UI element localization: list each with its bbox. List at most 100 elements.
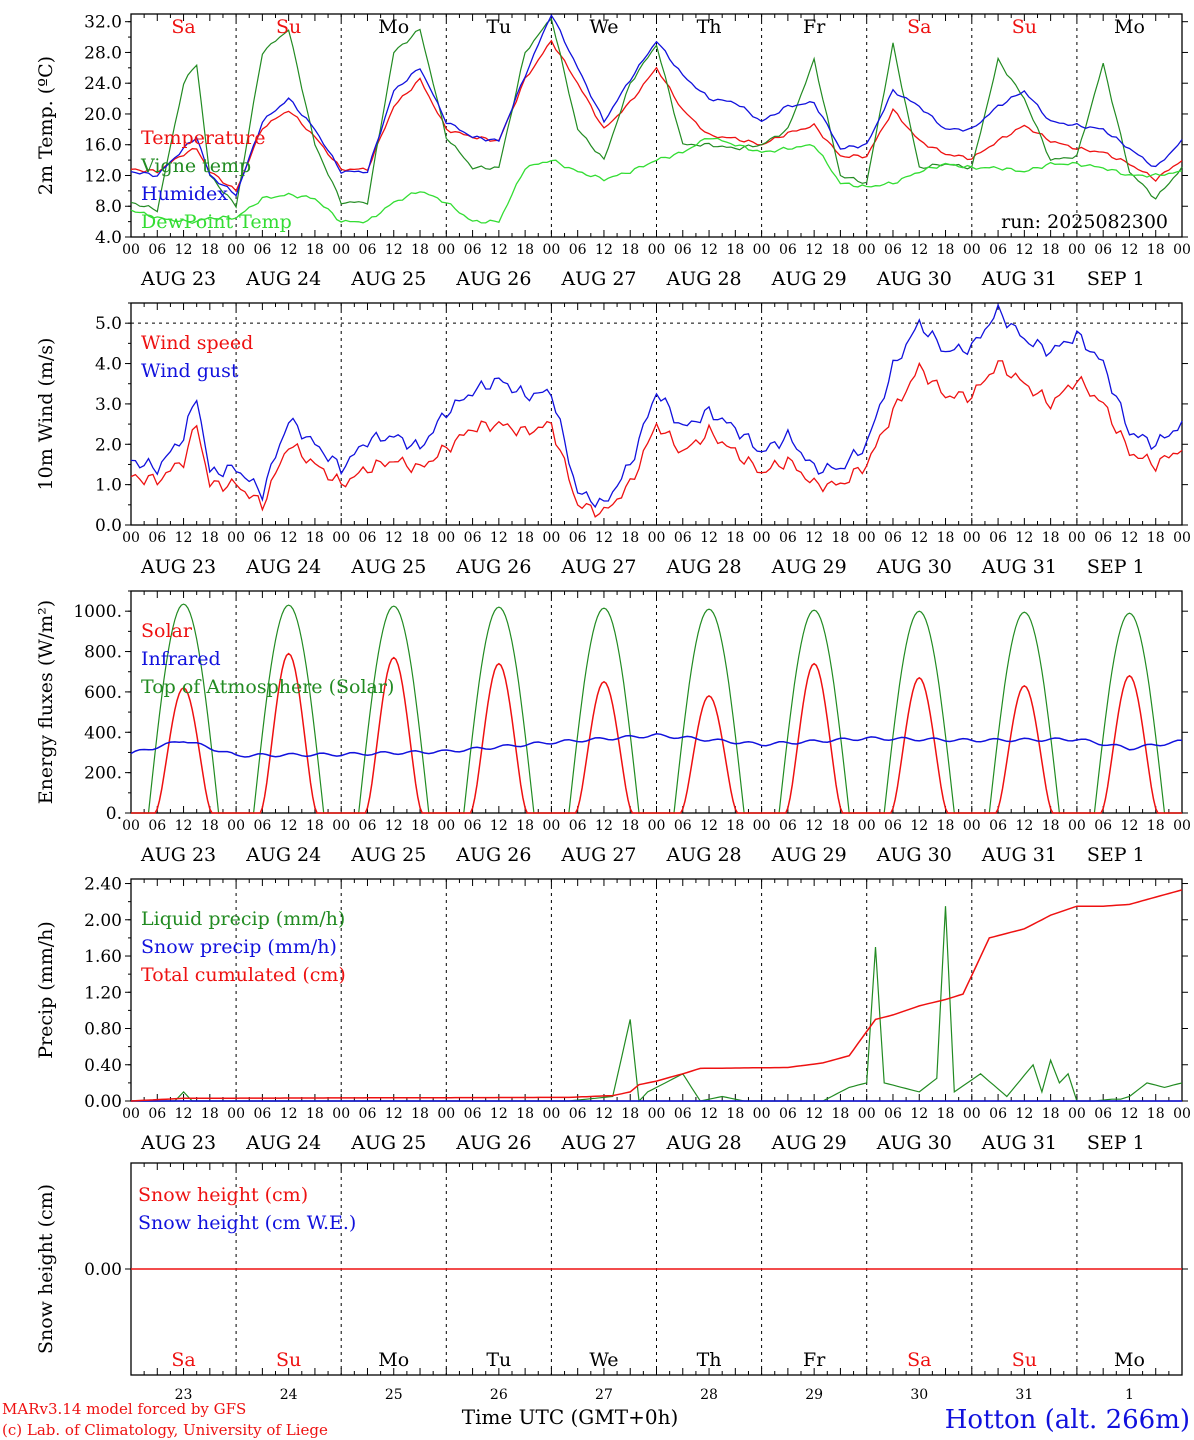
x-hour-label: 18 <box>621 530 639 546</box>
legend-entry: Wind gust <box>141 360 239 382</box>
y-tick-label: 0.40 <box>84 1056 122 1076</box>
y-tick-label: 4.0 <box>95 355 122 375</box>
x-date-label: AUG 30 <box>876 844 952 866</box>
legend-entry: Humidex <box>141 183 228 205</box>
y-tick-label: 1000. <box>73 602 122 622</box>
day-number-label: 27 <box>595 1387 613 1403</box>
x-hour-label: 06 <box>989 1106 1007 1122</box>
x-hour-label: 12 <box>1015 818 1033 834</box>
day-number-label: 1 <box>1125 1387 1134 1403</box>
x-date-label: AUG 25 <box>350 1132 426 1154</box>
x-hour-label: 00 <box>437 818 455 834</box>
x-hour-label: 00 <box>227 242 245 258</box>
x-hour-label: 06 <box>674 818 692 834</box>
x-hour-label: 06 <box>464 1106 482 1122</box>
x-date-label: AUG 23 <box>140 268 216 290</box>
x-hour-label: 06 <box>674 530 692 546</box>
x-hour-label: 18 <box>201 242 219 258</box>
x-hour-label: 00 <box>648 242 666 258</box>
x-hour-label: 18 <box>621 818 639 834</box>
weekday-label: Tu <box>486 16 511 38</box>
y-tick-label: 5.0 <box>95 314 122 334</box>
y-tick-label: 0. <box>106 804 122 824</box>
series-temperature <box>130 39 1183 192</box>
x-date-label: AUG 29 <box>771 844 847 866</box>
x-hour-label: 18 <box>201 1106 219 1122</box>
x-hour-label: 06 <box>148 242 166 258</box>
legend-entry: Snow precip (mm/h) <box>141 936 337 958</box>
weekday-label: Th <box>697 1349 722 1371</box>
x-date-label: AUG 25 <box>350 844 426 866</box>
x-hour-label: 06 <box>674 242 692 258</box>
x-hour-label: 06 <box>359 242 377 258</box>
x-hour-label: 12 <box>700 1106 718 1122</box>
x-hour-label: 00 <box>122 530 140 546</box>
x-date-label: SEP 1 <box>1087 556 1145 578</box>
panel-3: 0. 200. 400. 600. 800. 1000. Energy fluxes (W/… <box>35 590 1191 866</box>
x-date-label: AUG 27 <box>560 268 636 290</box>
x-date-label: AUG 23 <box>140 844 216 866</box>
x-date-label: AUG 29 <box>771 556 847 578</box>
y-tick-label: 24.0 <box>84 74 122 94</box>
x-hour-label: 18 <box>726 818 744 834</box>
x-hour-label: 06 <box>1094 242 1112 258</box>
x-hour-label: 12 <box>1121 530 1139 546</box>
panel-5: 0.00 Snow height (cm) Snow height (cm) Snow… <box>35 1162 1188 1403</box>
x-hour-label: 00 <box>437 242 455 258</box>
x-hour-label: 12 <box>700 242 718 258</box>
x-hour-label: 18 <box>411 242 429 258</box>
series-solar <box>131 652 1182 814</box>
x-hour-label: 00 <box>963 530 981 546</box>
x-hour-label: 12 <box>595 242 613 258</box>
x-hour-label: 12 <box>910 818 928 834</box>
x-hour-label: 18 <box>937 818 955 834</box>
x-hour-label: 00 <box>542 1106 560 1122</box>
day-number-label: 31 <box>1015 1387 1033 1403</box>
x-hour-label: 06 <box>148 1106 166 1122</box>
x-hour-label: 00 <box>963 242 981 258</box>
x-hour-label: 00 <box>437 530 455 546</box>
x-hour-label: 00 <box>122 1106 140 1122</box>
x-hour-label: 12 <box>280 818 298 834</box>
x-date-label: AUG 31 <box>981 268 1057 290</box>
y-tick-label: 0.00 <box>84 1260 122 1280</box>
x-hour-label: 18 <box>1147 530 1165 546</box>
x-hour-label: 12 <box>385 1106 403 1122</box>
day-number-label: 25 <box>385 1387 403 1403</box>
x-hour-label: 12 <box>175 818 193 834</box>
plot-frame <box>130 302 1183 526</box>
x-hour-label: 12 <box>385 530 403 546</box>
x-hour-label: 00 <box>227 1106 245 1122</box>
x-hour-label: 06 <box>674 1106 692 1122</box>
x-hour-label: 18 <box>516 1106 534 1122</box>
x-hour-label: 18 <box>306 242 324 258</box>
x-hour-label: 18 <box>832 242 850 258</box>
x-hour-label: 12 <box>1121 1106 1139 1122</box>
x-hour-label: 12 <box>1015 242 1033 258</box>
weekday-label: Su <box>1012 16 1037 38</box>
weekday-label: Mo <box>378 1349 409 1371</box>
day-number-label: 30 <box>910 1387 928 1403</box>
x-hour-label: 06 <box>253 818 271 834</box>
legend-entry: Wind speed <box>141 332 253 354</box>
legend-entry: Temperature <box>141 127 265 149</box>
x-hour-label: 00 <box>332 242 350 258</box>
x-hour-label: 00 <box>542 530 560 546</box>
x-hour-label: 12 <box>490 818 508 834</box>
weekday-label: We <box>589 1349 618 1371</box>
x-date-label: AUG 28 <box>666 556 742 578</box>
x-hour-label: 12 <box>1121 242 1139 258</box>
x-date-label: AUG 31 <box>981 844 1057 866</box>
y-tick-label: 0.80 <box>84 1020 122 1040</box>
x-hour-label: 00 <box>753 530 771 546</box>
x-hour-label: 18 <box>832 530 850 546</box>
x-hour-label: 12 <box>1015 530 1033 546</box>
x-hour-label: 12 <box>1121 818 1139 834</box>
weekday-label: Su <box>276 16 301 38</box>
x-hour-label: 18 <box>1042 530 1060 546</box>
day-number-label: 26 <box>490 1387 508 1403</box>
x-hour-label: 18 <box>832 1106 850 1122</box>
weekday-label: Su <box>276 1349 301 1371</box>
y-axis-label: 10m Wind (m/s) <box>35 338 57 491</box>
